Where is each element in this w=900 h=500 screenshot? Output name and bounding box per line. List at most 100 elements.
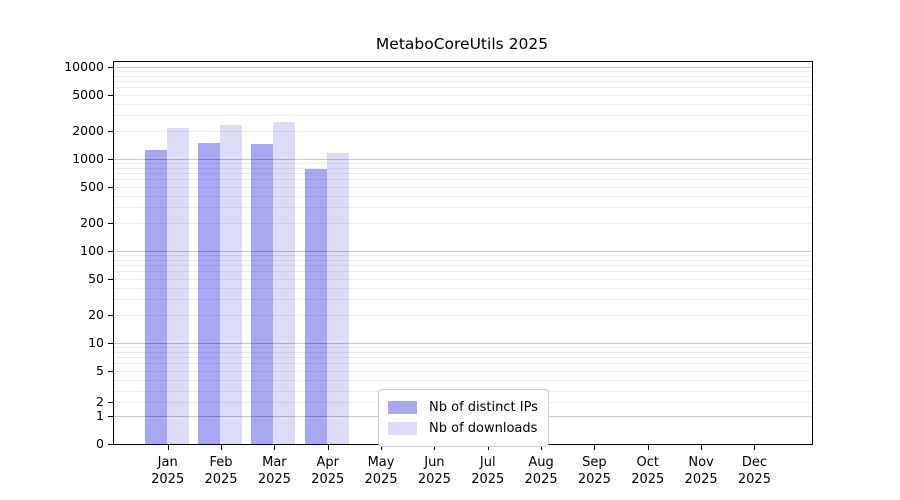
y-tick-mark	[108, 94, 114, 96]
gridline-minor	[114, 255, 812, 257]
bars-layer	[114, 62, 812, 444]
x-tick-label: Sep 2025	[562, 454, 626, 488]
x-tick-year: 2025	[631, 472, 665, 487]
x-tick-label: Jun 2025	[402, 454, 466, 488]
bar-distinct-ips-mar	[251, 144, 274, 444]
gridline-major	[114, 159, 812, 160]
x-tick-month: Jul	[479, 455, 496, 470]
x-tick-year: 2025	[204, 472, 238, 487]
y-tick-label: 1	[96, 408, 104, 423]
x-tick-mark	[167, 444, 169, 450]
x-tick-year: 2025	[684, 472, 718, 487]
y-tick-mark	[108, 444, 114, 445]
y-tick-label: 1000	[72, 151, 104, 166]
legend-swatch-downloads	[388, 422, 417, 435]
x-tick-month: Mar	[262, 455, 287, 470]
x-tick-label: Dec 2025	[722, 454, 786, 488]
x-tick-mark	[541, 444, 543, 450]
x-tick-month: Oct	[636, 455, 659, 470]
bar-distinct-ips-apr	[304, 168, 327, 444]
gridline-minor	[114, 259, 812, 261]
gridline-minor	[114, 379, 812, 381]
x-tick-year: 2025	[257, 472, 291, 487]
x-tick-month: Jan	[157, 455, 178, 470]
x-tick-label: Mar 2025	[242, 454, 306, 488]
y-tick-mark	[108, 131, 114, 133]
y-tick-mark	[108, 278, 114, 280]
x-tick-month: Apr	[316, 455, 339, 470]
y-tick-label: 20	[88, 307, 104, 323]
bar-downloads-jan	[166, 128, 189, 444]
gridline-minor	[114, 195, 812, 197]
x-tick-year: 2025	[577, 472, 611, 487]
x-tick-year: 2025	[471, 472, 505, 487]
x-tick-year: 2025	[151, 472, 185, 487]
legend-swatch-distinct-ips	[388, 401, 417, 414]
y-tick-mark	[108, 251, 114, 252]
x-tick-mark	[327, 444, 329, 450]
x-tick-month: Sep	[582, 455, 607, 470]
y-tick-label: 2	[96, 394, 104, 409]
gridline-minor	[114, 278, 812, 280]
x-tick-year: 2025	[524, 472, 558, 487]
legend-item-downloads: Nb of downloads	[388, 418, 538, 439]
x-tick-label: Jul 2025	[456, 454, 520, 488]
y-tick-mark	[108, 370, 114, 372]
x-tick-mark	[434, 444, 436, 450]
x-tick-label: May 2025	[349, 454, 413, 488]
gridline-minor	[114, 351, 812, 353]
x-tick-label: Apr 2025	[296, 454, 360, 488]
x-tick-mark	[487, 444, 489, 450]
gridline-major	[114, 251, 812, 252]
gridline-minor	[114, 173, 812, 175]
gridline-minor	[114, 207, 812, 209]
x-tick-mark	[754, 444, 756, 450]
y-tick-label: 50	[88, 270, 104, 286]
gridline-minor	[114, 357, 812, 359]
bar-downloads-mar	[273, 121, 296, 444]
y-tick-label: 100	[80, 243, 104, 258]
bar-downloads-apr	[326, 153, 349, 444]
gridline-minor	[114, 370, 812, 372]
gridline-minor	[114, 103, 812, 105]
gridline-minor	[114, 186, 812, 188]
gridline-minor	[114, 81, 812, 83]
gridline-minor	[114, 299, 812, 301]
y-tick-mark	[108, 223, 114, 225]
gridline-minor	[114, 265, 812, 267]
x-tick-year: 2025	[737, 472, 771, 487]
gridline-minor	[114, 71, 812, 73]
y-tick-mark	[108, 416, 114, 417]
legend-label-downloads: Nb of downloads	[429, 421, 538, 436]
gridline-minor	[114, 115, 812, 117]
x-tick-label: Nov 2025	[669, 454, 733, 488]
x-tick-label: Aug 2025	[509, 454, 573, 488]
bar-distinct-ips-feb	[198, 142, 221, 444]
x-tick-year: 2025	[417, 472, 451, 487]
x-tick-year: 2025	[311, 472, 345, 487]
y-tick-label: 5	[96, 362, 104, 378]
x-tick-mark	[381, 444, 383, 450]
y-tick-label: 0	[96, 436, 104, 451]
x-tick-label: Oct 2025	[616, 454, 680, 488]
y-tick-mark	[108, 402, 114, 403]
y-tick-mark	[108, 186, 114, 188]
x-tick-month: May	[367, 455, 395, 470]
gridline-minor	[114, 363, 812, 365]
gridline-minor	[114, 347, 812, 349]
gridline-minor	[114, 167, 812, 169]
x-tick-label: Feb 2025	[189, 454, 253, 488]
y-tick-label: 2000	[72, 123, 104, 139]
bar-downloads-feb	[220, 124, 243, 444]
y-tick-mark	[108, 67, 114, 68]
legend-label-distinct-ips: Nb of distinct IPs	[429, 400, 538, 415]
bar-distinct-ips-jan	[144, 150, 167, 444]
legend: Nb of distinct IPs Nb of downloads	[378, 389, 549, 447]
x-tick-month: Dec	[741, 455, 768, 470]
gridline-major	[114, 67, 812, 68]
gridline-minor	[114, 223, 812, 225]
grid-layer	[114, 62, 812, 444]
gridline-minor	[114, 131, 812, 133]
y-tick-label: 200	[80, 215, 104, 231]
